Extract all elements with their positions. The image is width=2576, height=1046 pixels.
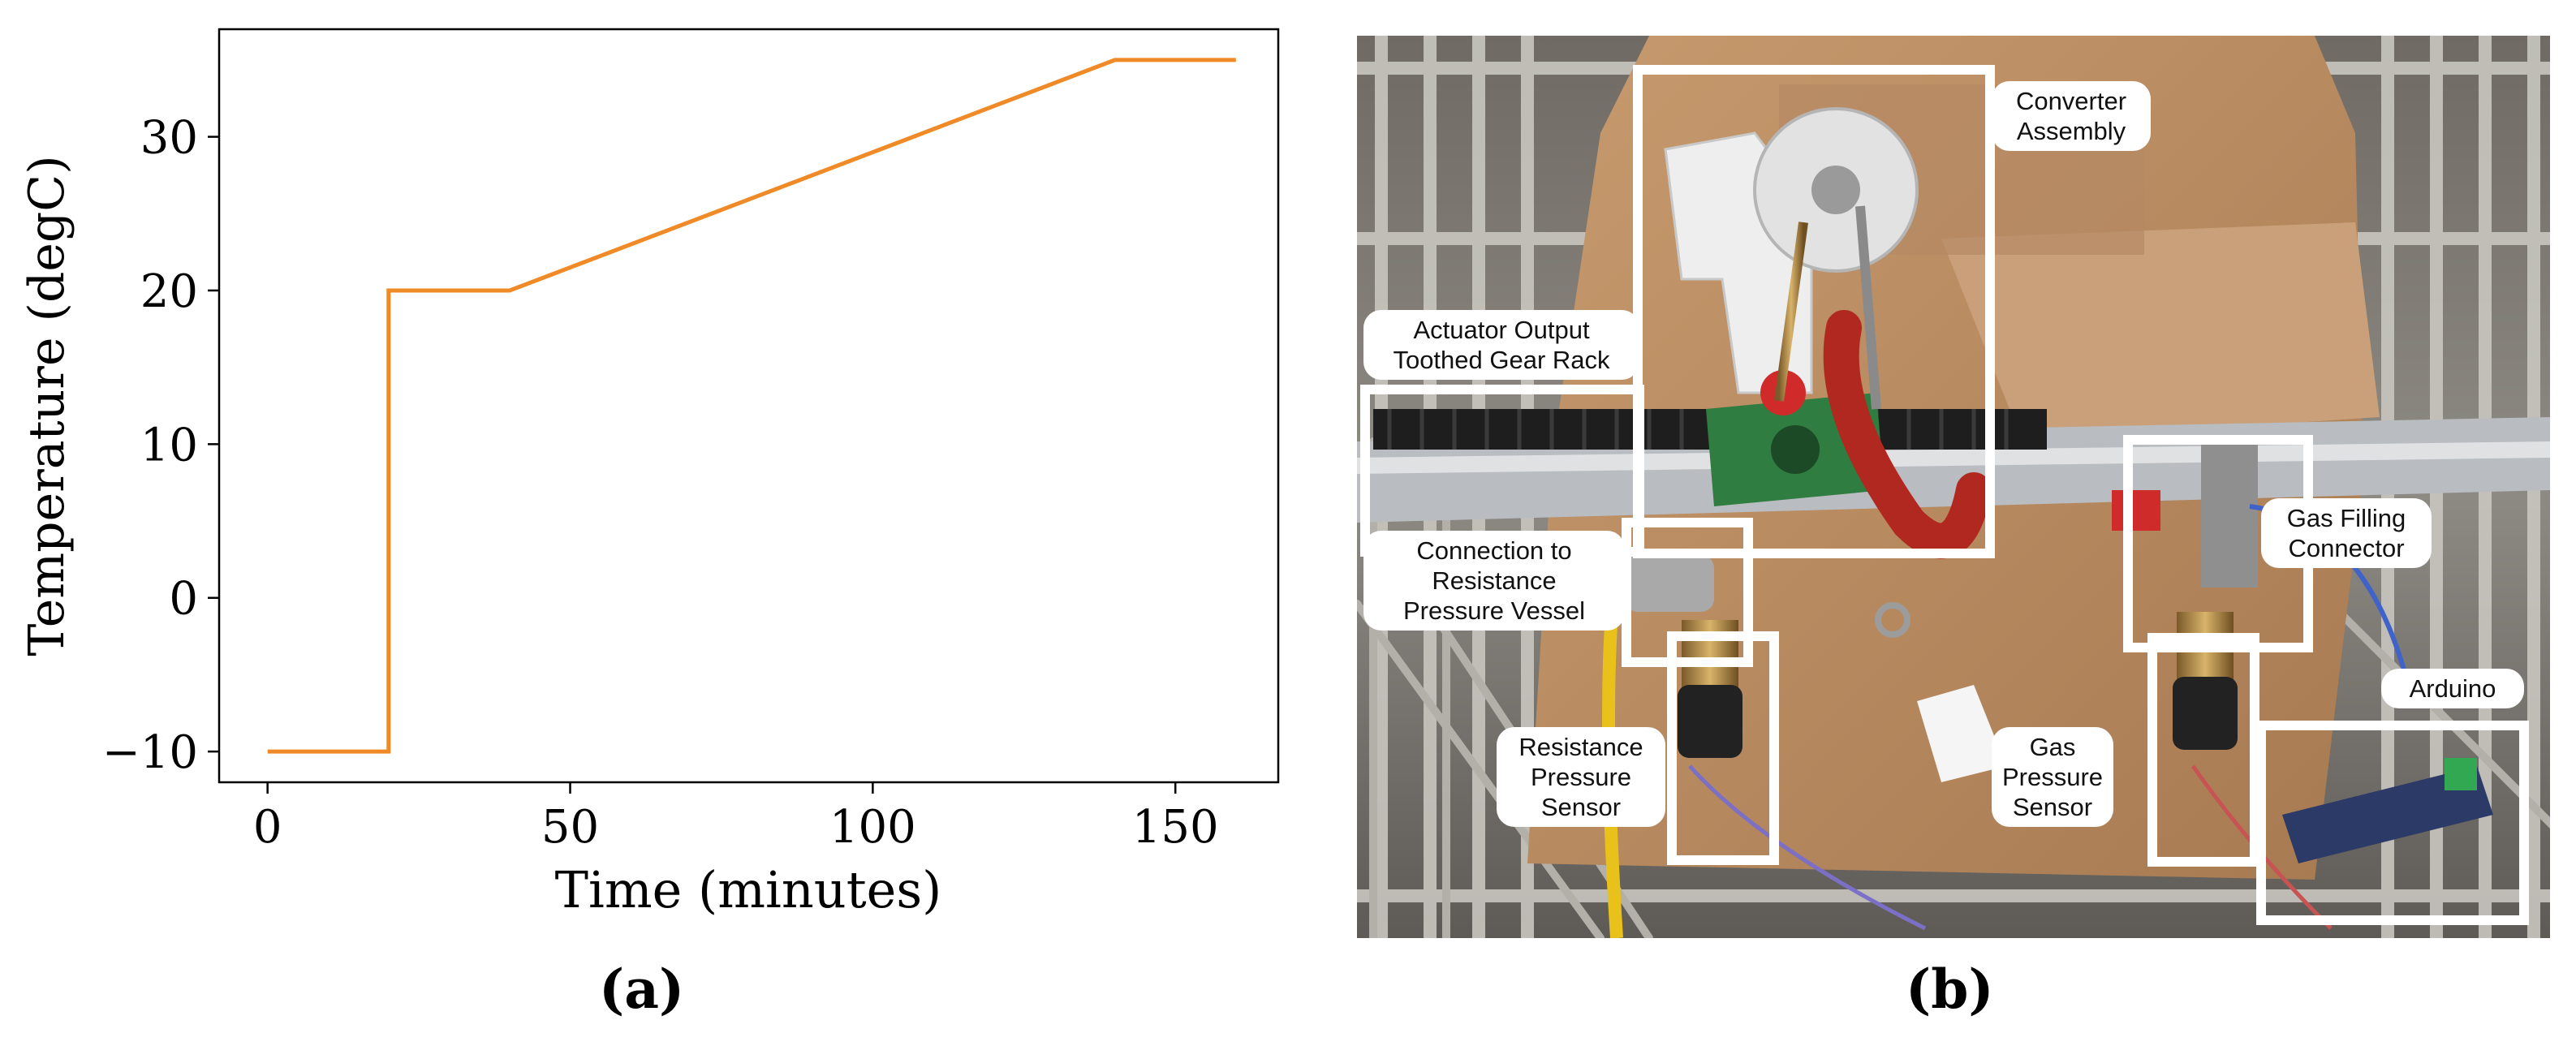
callout-converter-assembly: Converter Assembly [1992,81,2151,151]
x-tick-label: 100 [829,801,916,854]
panel-label-b: (b) [1906,958,1994,1021]
callout-gas-filling: Gas Filling Connector [2261,498,2432,568]
callout-actuator-output: Actuator Output Toothed Gear Rack [1363,310,1639,380]
x-tick-label: 150 [1132,801,1219,854]
x-axis-label: Time (minutes) [555,860,942,919]
x-tick-label: 50 [541,801,599,854]
temperature-series-line [267,58,1236,754]
y-tick-label: 10 [140,419,198,471]
y-tick-label: −10 [102,726,198,779]
callout-connection: Connection to Resistance Pressure Vessel [1363,531,1625,631]
gas-sensor-box [2147,633,2259,867]
panel-label-a: (a) [599,958,685,1021]
arduino-box [2256,721,2529,925]
temperature-chart-panel: 0 50 100 150 −10 0 10 20 30 Time (minutes) Temp… [19,28,1280,1021]
callout-arduino: Arduino [2381,669,2524,708]
x-axis-ticks: 0 50 100 150 [253,782,1219,854]
y-axis-label: Temperature (degC) [19,155,75,656]
y-tick-label: 30 [140,112,198,165]
converter-box [1633,65,1995,558]
apparatus-photo: Converter Assembly Actuator Output Toothed… [1357,36,2550,938]
temperature-chart: 0 50 100 150 −10 0 10 20 30 Time (minutes) Temp… [19,28,1280,919]
callout-resistance-sensor: Resistance Pressure Sensor [1497,727,1665,827]
resistance-sensor-box [1667,631,1779,865]
y-tick-label: 20 [140,265,198,318]
callout-gas-sensor: Gas Pressure Sensor [1992,727,2113,827]
y-axis-ticks: −10 0 10 20 30 [102,112,219,779]
y-tick-label: 0 [169,573,198,626]
x-tick-label: 0 [253,801,282,854]
plot-frame [218,28,1280,784]
connection-box [1622,518,1753,667]
